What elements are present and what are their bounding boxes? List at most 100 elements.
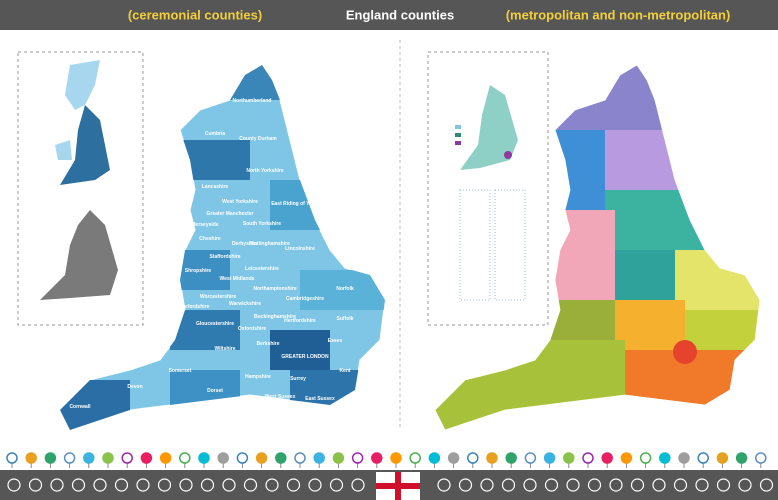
pin-head	[755, 452, 767, 464]
county-label: Cornwall	[69, 404, 91, 410]
pin-head	[25, 452, 37, 464]
pin-head	[467, 452, 479, 464]
pin-head	[236, 452, 249, 464]
county-label: Northumberland	[233, 98, 272, 104]
inset-legend-swatch	[455, 125, 461, 129]
county-label: Kent	[339, 368, 350, 374]
county-label: Surrey	[290, 376, 306, 382]
bar-icon	[329, 478, 344, 492]
bar-icon	[114, 478, 129, 492]
inset-scotland	[65, 60, 100, 110]
bar-icon	[566, 478, 580, 492]
county-label: East Riding of Yorkshire	[271, 201, 329, 207]
bar-icon	[738, 478, 752, 492]
pin-head	[409, 452, 421, 464]
county-label: Northamptonshire	[253, 286, 297, 292]
county-label: Hertfordshire	[284, 318, 316, 324]
center-title: England counties	[346, 7, 454, 22]
county-label: Greater Manchester	[207, 211, 254, 217]
bar-icon	[458, 478, 473, 492]
pin-head	[179, 452, 191, 464]
header-bar	[0, 0, 778, 30]
pin-head	[716, 452, 729, 464]
county-label: Merseyside	[191, 222, 218, 228]
county-label: North Yorkshire	[246, 168, 284, 174]
pin-head	[63, 452, 76, 464]
pin-head	[275, 452, 287, 464]
pin-head	[44, 452, 57, 464]
bar-icon	[351, 478, 365, 492]
county-label: Cambridgeshire	[286, 296, 324, 302]
pin-head	[735, 452, 748, 464]
pin-head	[543, 452, 556, 464]
pin-head	[294, 452, 306, 464]
bar-icon	[587, 478, 602, 492]
county-label: Somerset	[169, 368, 192, 374]
bar-icon	[523, 478, 537, 492]
pin-head	[582, 452, 594, 464]
county-label: Lancashire	[202, 184, 229, 190]
right-england-map	[434, 64, 761, 431]
pin-head	[332, 452, 345, 464]
pin-head	[371, 452, 383, 464]
bar-icon	[93, 478, 107, 492]
right-title: (metropolitan and non-metropolitan)	[506, 7, 731, 22]
bar-icon	[28, 478, 43, 492]
county-label: Cheshire	[199, 236, 221, 242]
bar-icon	[50, 478, 64, 492]
inset-frame	[17, 51, 144, 326]
county-label: West Sussex	[265, 394, 296, 400]
pin-head	[697, 452, 709, 464]
pin-head	[447, 452, 460, 464]
county-label: Suffolk	[337, 316, 354, 322]
county-label: GREATER LONDON	[281, 354, 329, 360]
bar-icon	[222, 478, 236, 492]
county-label: Warwickshire	[229, 301, 261, 307]
county-label: Wiltshire	[214, 346, 235, 352]
county-label: West Yorkshire	[222, 199, 258, 205]
bar-icon	[673, 478, 688, 492]
county-label: Derbyshire	[232, 241, 258, 247]
pin-head	[217, 452, 229, 464]
bar-icon	[243, 478, 258, 492]
inset-frame	[427, 51, 549, 326]
county-label: Oxfordshire	[238, 326, 267, 332]
county-label: Cumbria	[205, 131, 226, 137]
pin-head	[639, 452, 652, 464]
county-label: County Durham	[239, 136, 277, 142]
pin-head	[678, 452, 690, 464]
bar-icon	[136, 478, 150, 492]
bar-icon	[179, 478, 193, 492]
inset-grey-england	[40, 210, 118, 300]
england-flag	[376, 472, 420, 500]
pin-head	[83, 452, 95, 464]
bar-icon	[609, 478, 623, 492]
inset-legend-swatch	[455, 133, 461, 137]
county-label: Norfolk	[336, 286, 354, 292]
county-label: West Midlands	[220, 276, 255, 282]
inset-london	[504, 151, 512, 159]
county-label: Essex	[328, 338, 343, 344]
inset-index-list	[459, 189, 526, 301]
county-label: East Sussex	[305, 396, 335, 402]
inset-england	[60, 105, 110, 185]
bar-icon	[437, 478, 451, 492]
bar-icon	[200, 478, 215, 492]
bar-icon	[286, 478, 301, 492]
pin-head	[102, 452, 114, 464]
bar-icon	[630, 478, 645, 492]
pin-head	[255, 452, 268, 464]
pin-head	[601, 452, 613, 464]
inset-legend-swatch	[455, 141, 461, 145]
county-label: Lincolnshire	[285, 246, 315, 252]
county-label: Berkshire	[256, 341, 279, 347]
bar-icon	[652, 478, 666, 492]
pin-head	[524, 452, 537, 464]
pin-head	[563, 452, 575, 464]
inset-england-colored	[460, 85, 518, 170]
bar-icon	[759, 478, 774, 492]
pin-head	[198, 452, 210, 464]
county-label: Devon	[127, 384, 142, 390]
bar-icon	[716, 478, 731, 492]
bar-icon	[308, 478, 322, 492]
